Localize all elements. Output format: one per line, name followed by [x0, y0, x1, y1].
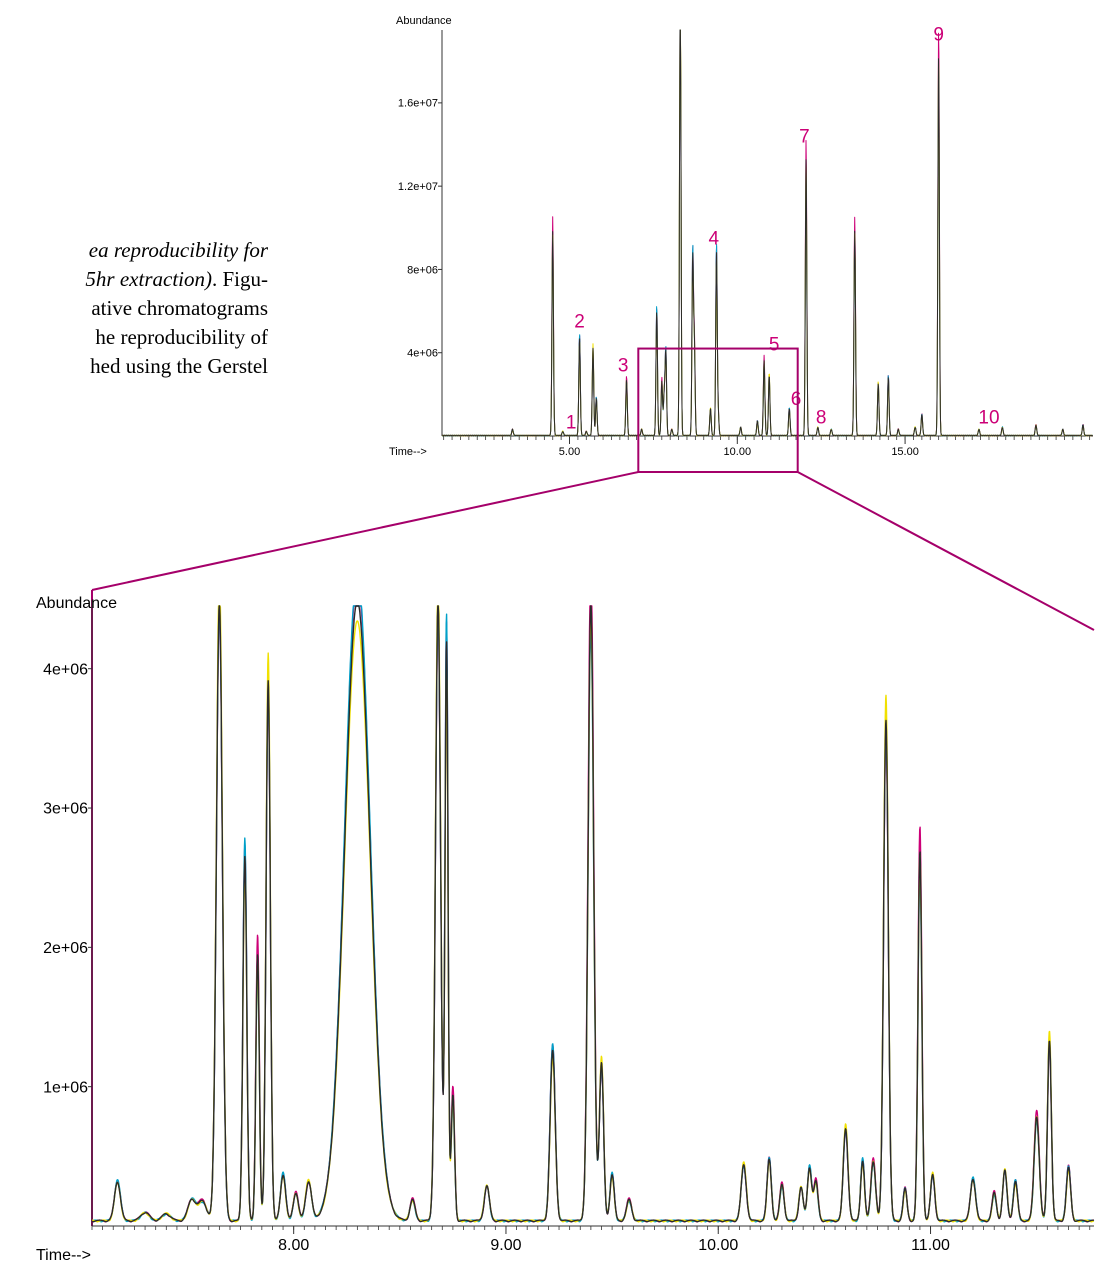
top-x-ticks: 5.00 10.00 15.00 — [443, 436, 1091, 458]
top-peak-annotations: 1 2 3 4 5 6 7 8 9 10 — [566, 24, 1000, 433]
top-y-tick-label: 1.2e+07 — [398, 181, 438, 193]
top-y-axis-label: Abundance — [396, 15, 452, 27]
peak-label-8: 8 — [816, 408, 827, 429]
caption-seg: . Figu- — [211, 267, 268, 291]
caption-seg: he reproducibility of — [95, 325, 268, 349]
peak-label-4: 4 — [709, 228, 720, 249]
caption-line-5: hed using the Gerstel — [90, 352, 268, 381]
zoom-region-box — [637, 347, 799, 473]
overview-chromatogram: Abundance Time--> 5.00 10.00 15.00 4e+06 8e… — [389, 15, 1093, 458]
peak-label-3: 3 — [618, 355, 629, 376]
zoom-connector-right — [797, 471, 1095, 631]
peak-label-1: 1 — [566, 413, 577, 434]
bottom-y-axis-label: Abundance — [36, 595, 117, 612]
peak-label-7: 7 — [799, 126, 810, 147]
top-series-1-line — [441, 29, 1093, 437]
caption-line-3: ative chromatograms — [91, 294, 268, 323]
caption-seg: hed using the Gerstel — [90, 354, 268, 378]
bottom-y-tick-label: 3e+06 — [43, 801, 88, 818]
peak-label-5: 5 — [769, 335, 780, 356]
peak-label-2: 2 — [574, 312, 585, 333]
zoom-connector-left — [91, 471, 639, 591]
figure-caption: ea reproducibility for 5hr extraction). … — [0, 236, 268, 416]
zoomed-chromatogram: Abundance Time--> 8.00 9.00 10.00 11.00 1e+… — [36, 595, 1095, 1263]
bottom-x-tick-label: 8.00 — [278, 1237, 309, 1254]
bottom-y-tick-label: 1e+06 — [43, 1079, 88, 1096]
top-x-tick-label: 15.00 — [891, 446, 919, 458]
peak-label-6: 6 — [791, 389, 802, 410]
caption-line-2: 5hr extraction). Figu- — [85, 265, 268, 294]
bottom-x-axis-label: Time--> — [36, 1247, 91, 1263]
bottom-y-ticks: 1e+06 2e+06 3e+06 4e+06 — [43, 661, 92, 1096]
top-y-ticks: 4e+06 8e+06 1.2e+07 1.6e+07 — [398, 98, 442, 360]
bottom-series-group — [91, 605, 1095, 1223]
peak-label-9: 9 — [933, 24, 944, 45]
bottom-x-tick-label: 10.00 — [698, 1237, 738, 1254]
top-series-3-line — [441, 29, 1093, 437]
bottom-x-tick-label: 9.00 — [490, 1237, 521, 1254]
peak-label-10: 10 — [978, 408, 999, 429]
top-y-tick-label: 8e+06 — [407, 264, 438, 276]
bottom-y-tick-label: 4e+06 — [43, 661, 88, 678]
bottom-x-tick-label: 11.00 — [911, 1237, 950, 1254]
bottom-series-4-line — [91, 605, 1095, 1223]
top-series-group — [441, 29, 1093, 437]
caption-seg: 5hr extraction) — [85, 267, 212, 291]
top-x-tick-label: 10.00 — [724, 446, 752, 458]
caption-seg: ea reproducibility for — [88, 238, 268, 262]
caption-seg: ative chromatograms — [91, 296, 268, 320]
top-x-tick-label: 5.00 — [559, 446, 580, 458]
bottom-y-tick-label: 2e+06 — [43, 940, 88, 957]
top-x-axis-label: Time--> — [389, 446, 427, 458]
caption-line-4: he reproducibility of — [95, 323, 268, 352]
top-series-2-line — [441, 29, 1093, 437]
bottom-x-ticks: 8.00 9.00 10.00 11.00 — [91, 1226, 1091, 1254]
top-y-tick-label: 1.6e+07 — [398, 98, 438, 110]
caption-line-1: ea reproducibility for — [89, 236, 268, 265]
top-y-tick-label: 4e+06 — [407, 348, 438, 360]
top-series-4-line — [441, 29, 1093, 437]
